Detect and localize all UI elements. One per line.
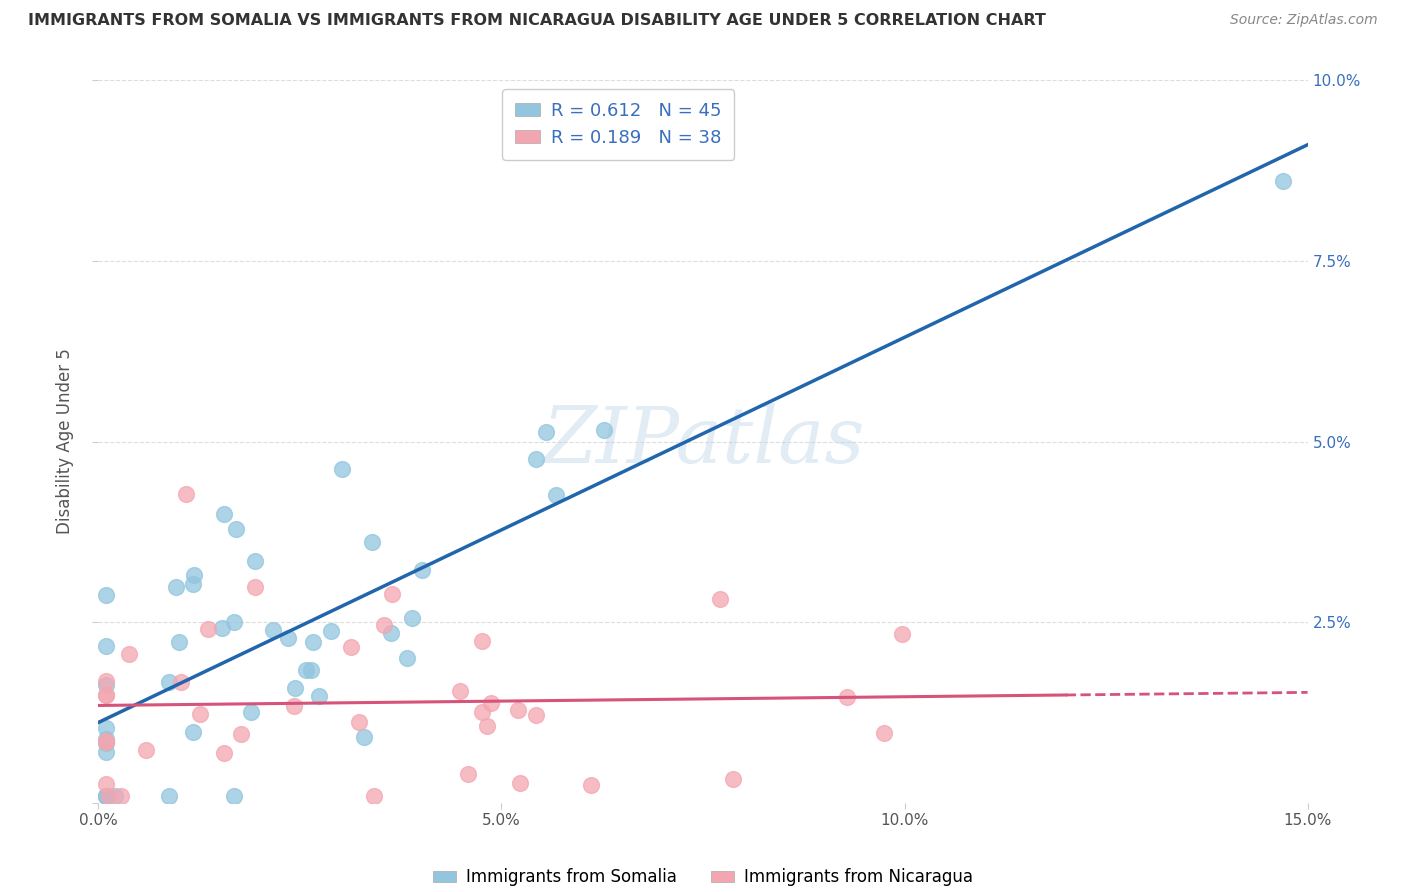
Point [181,724,204,739]
Point [212,507,235,521]
Point [96,733,118,747]
Point [709,591,731,606]
Point [181,577,204,591]
Legend: Immigrants from Somalia, Immigrants from Nicaragua: Immigrants from Somalia, Immigrants from… [426,862,980,892]
Point [353,730,375,744]
Point [157,675,180,690]
Point [301,635,323,649]
Point [283,699,305,714]
Text: IMMIGRANTS FROM SOMALIA VS IMMIGRANTS FROM NICARAGUA DISABILITY AGE UNDER 5 CORR: IMMIGRANTS FROM SOMALIA VS IMMIGRANTS FR… [28,13,1046,29]
Point [96,789,118,803]
Point [135,743,157,757]
Point [96,688,118,702]
Point [340,640,363,654]
Point [188,707,211,722]
Point [299,663,322,677]
Point [471,634,494,648]
Point [373,618,395,632]
Point [211,621,233,635]
Point [197,622,219,636]
Point [332,462,354,476]
Point [97,789,120,803]
Point [167,635,190,649]
Point [231,727,253,741]
Point [401,610,423,624]
Point [872,726,894,740]
Point [308,690,330,704]
Text: Source: ZipAtlas.com: Source: ZipAtlas.com [1230,13,1378,28]
Point [411,563,433,577]
Point [104,789,127,803]
Point [165,580,187,594]
Point [96,745,118,759]
Point [593,424,616,438]
Point [395,651,418,665]
Point [110,789,132,803]
Point [157,789,180,803]
Point [96,789,118,803]
Point [243,580,266,594]
Point [475,719,498,733]
Point [457,767,479,781]
Point [96,673,118,688]
Point [96,789,118,803]
Point [176,486,198,500]
Point [890,627,912,641]
Point [96,731,118,746]
Point [524,451,547,466]
Point [363,789,385,803]
Point [183,568,205,582]
Point [262,623,284,637]
Point [224,615,246,629]
Point [534,425,557,440]
Point [506,703,529,717]
Point [509,776,531,790]
Point [245,554,267,568]
Point [479,696,502,710]
Point [471,705,494,719]
Point [96,639,118,653]
Point [277,632,299,646]
Point [224,789,246,803]
Point [381,586,404,600]
Text: ZIPatlas: ZIPatlas [541,403,865,480]
Point [321,624,343,639]
Point [96,722,118,736]
Point [581,778,603,792]
Point [380,626,402,640]
Point [118,647,141,661]
Point [295,664,318,678]
Point [721,772,744,786]
Point [349,714,371,729]
Point [524,708,547,723]
Point [214,746,236,760]
Y-axis label: Disability Age Under 5: Disability Age Under 5 [56,349,75,534]
Point [837,690,859,705]
Point [96,736,118,750]
Point [96,589,118,603]
Point [240,705,263,719]
Point [1272,174,1295,188]
Point [449,684,471,698]
Point [96,735,118,749]
Point [96,776,118,790]
Point [544,488,567,502]
Point [361,535,384,549]
Point [96,678,118,692]
Point [96,688,118,702]
Point [284,681,307,695]
Point [170,675,193,690]
Point [225,522,247,536]
